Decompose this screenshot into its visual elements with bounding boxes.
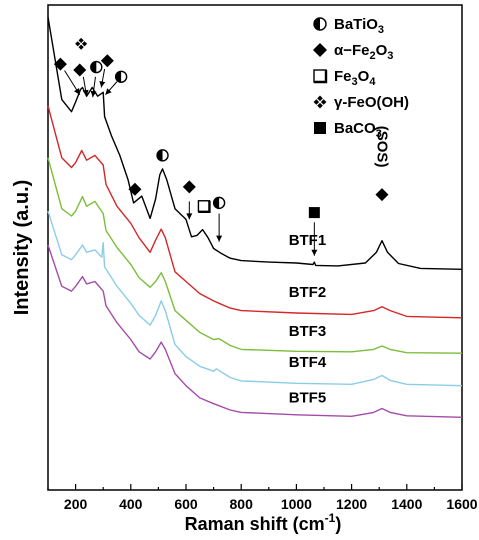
clover-lobe — [78, 37, 84, 44]
series-label-btf1: BTF1 — [289, 232, 327, 249]
peak-marker-filled-diamond — [375, 188, 389, 202]
arrow-head — [82, 89, 89, 97]
legend-label: BaCO3​ — [334, 120, 382, 140]
peak-marker-filled-diamond — [73, 63, 87, 77]
peak-marker-half-circle — [114, 70, 128, 83]
legend-marker-filled-diamond — [313, 43, 327, 57]
arrow-head — [74, 88, 80, 95]
series-line-btf4 — [47, 210, 463, 387]
peak-markers — [53, 37, 389, 256]
arrow-head — [105, 88, 112, 95]
x-tick-label: 200 — [64, 496, 88, 512]
peak-arrow — [99, 68, 106, 88]
sos-annotation: (SOS) — [373, 126, 390, 168]
series-label-btf4: BTF4 — [289, 354, 327, 371]
plot-border — [47, 4, 463, 491]
peak-arrow — [82, 76, 89, 97]
peak-marker-half-circle — [90, 60, 103, 74]
legend-marker-open-square — [313, 69, 328, 84]
peak-arrow — [64, 70, 81, 95]
peak-marker-filled-square — [308, 207, 320, 219]
peak-marker-half-circle — [156, 149, 169, 162]
circle-half-fill — [90, 61, 97, 73]
peak-marker-clover — [75, 37, 88, 50]
legend-marker-clover — [313, 95, 327, 109]
legend-label: γ-FeO(OH) — [334, 94, 409, 111]
arrow-head — [216, 235, 223, 242]
legend-label: BaTiO3​ — [334, 16, 384, 36]
arrow-head — [311, 249, 318, 256]
diamond-shape — [313, 43, 327, 57]
legend-item: BaCO3​ — [314, 120, 382, 140]
series-layer — [47, 16, 463, 418]
series-label-btf2: BTF2 — [289, 284, 327, 301]
clover-lobe — [320, 99, 327, 105]
diamond-shape — [128, 182, 142, 196]
circle-half-fill — [157, 149, 163, 161]
diamond-shape — [182, 180, 196, 194]
peak-marker-open-square — [197, 200, 211, 213]
x-tick-label: 1000 — [281, 496, 312, 512]
peak-marker-filled-diamond — [100, 54, 114, 68]
x-tick-label: 800 — [230, 496, 254, 512]
diamond-shape — [375, 188, 389, 202]
legend-marker-filled-square — [314, 122, 326, 134]
square-outline — [313, 69, 327, 83]
square-filled — [314, 122, 326, 134]
series-line-btf2 — [47, 105, 463, 319]
clover-lobe — [81, 41, 88, 47]
arrow-head — [90, 90, 97, 98]
peak-arrow — [90, 76, 97, 98]
legend-label: Fe3​O4​ — [334, 68, 376, 88]
peak-marker-filled-diamond — [128, 182, 142, 196]
x-tick-label: 400 — [119, 496, 143, 512]
series-line-btf3 — [47, 157, 463, 354]
square-shadow — [314, 70, 328, 84]
clover-lobe — [75, 41, 81, 47]
circle-half-fill — [115, 71, 122, 83]
clover-lobe — [317, 102, 323, 109]
square-filled — [308, 207, 320, 219]
diamond-shape — [53, 57, 67, 71]
diamond-shape — [100, 54, 114, 68]
legend-item: α−Fe2​O3​ — [313, 42, 393, 62]
diamond-shape — [73, 63, 87, 77]
x-axis-title: Raman shift (cm-1) — [185, 511, 342, 534]
plot-frame — [47, 4, 463, 491]
peak-arrow — [311, 222, 318, 256]
series-label-btf5: BTF5 — [289, 390, 327, 407]
peak-arrow — [186, 201, 193, 220]
series-line-btf1 — [47, 16, 463, 270]
x-tick-label: 1600 — [446, 496, 477, 512]
clover-lobe — [317, 95, 323, 102]
x-tick-label: 600 — [174, 496, 198, 512]
series-line-btf5 — [47, 244, 463, 418]
axes: 200 400 600 800 1000 1200 1400 1600 Raman shift … — [11, 180, 478, 534]
series-labels: BTF1 BTF2 BTF3 BTF4 BTF5 (SOS) — [289, 126, 391, 407]
peak-arrow — [105, 81, 118, 96]
legend-marker-half-circle — [313, 17, 327, 31]
arrow-head — [99, 81, 106, 88]
legend-item: BaTiO3​ — [313, 16, 384, 36]
circle-half-fill — [213, 197, 220, 209]
y-axis-title: Intensity (a.u.) — [11, 180, 33, 316]
legend-item: Fe3​O4​ — [313, 68, 376, 88]
series-label-btf3: BTF3 — [289, 323, 327, 340]
peak-marker-half-circle — [212, 196, 226, 210]
arrow-head — [186, 213, 193, 220]
peak-arrow — [216, 213, 223, 242]
legend-item: γ-FeO(OH) — [313, 94, 409, 111]
clover-lobe — [78, 44, 84, 50]
peak-marker-filled-diamond — [53, 57, 67, 71]
circle-half-fill — [314, 18, 320, 30]
x-tick-label: 1400 — [391, 496, 422, 512]
peak-marker-filled-diamond — [182, 180, 196, 194]
square-shadow — [198, 200, 211, 213]
legend: BaTiO3​ α−Fe2​O3​ Fe3​O4​ γ-FeO(OH) BaCO3​ — [313, 16, 409, 140]
x-tick-label: 1200 — [336, 496, 367, 512]
legend-label: α−Fe2​O3​ — [334, 42, 393, 62]
clover-lobe — [313, 99, 320, 105]
square-outline — [197, 200, 211, 213]
